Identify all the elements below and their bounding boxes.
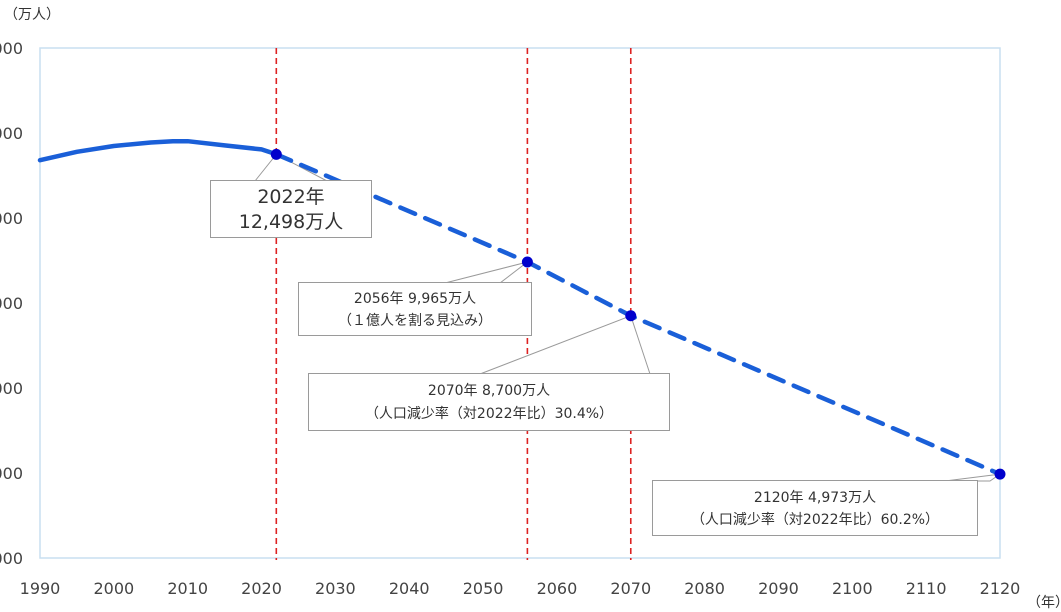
x-tick-label-2070: 2070 (610, 579, 651, 598)
x-tick-label-2050: 2050 (463, 579, 504, 598)
y-tick-label-6: 000 (0, 549, 23, 568)
leader-2056 (444, 261, 528, 284)
callout-2120-line-2: （人口減少率（対2022年比）60.2%） (690, 512, 940, 528)
data-point-2056 (521, 256, 533, 268)
callout-2070-line-1: 2070年 8,700万人 (427, 383, 551, 399)
x-tick-label-2110: 2110 (906, 579, 947, 598)
x-tick-label-2080: 2080 (684, 579, 725, 598)
data-point-2120 (994, 468, 1006, 480)
y-tick-label-4: 000 (0, 379, 23, 398)
x-tick-label-2020: 2020 (241, 579, 282, 598)
series-solid-line (37, 138, 279, 163)
x-tick-label-2120: 2120 (980, 579, 1021, 598)
series-layer (37, 138, 1003, 477)
callout-2070-line-2: （人口減少率（対2022年比）30.4%） (364, 406, 614, 422)
axes-layer (39, 47, 1001, 559)
callout-2056-line-2: （１億人を割る見込み） (338, 313, 492, 329)
tick-labels: 1990 2000 2010 2020 2030 2040 2050 2060 2070 2080… (0, 39, 1020, 598)
y-tick-label-5: 000 (0, 464, 23, 483)
callout-2070: 2070年 8,700万人 （人口減少率（対2022年比）30.4%） (308, 373, 670, 431)
data-point-2070 (625, 310, 637, 322)
plot-frame (39, 47, 1001, 559)
x-tick-label-2030: 2030 (315, 579, 356, 598)
x-tick-label-2060: 2060 (537, 579, 578, 598)
callout-2022-line-1: 2022年 (257, 186, 325, 208)
y-tick-label-1: 000 (0, 124, 23, 143)
callout-2056-line-1: 2056年 9,965万人 (353, 291, 477, 307)
callout-2120-line-1: 2120年 4,973万人 (753, 490, 877, 506)
callout-2056: 2056年 9,965万人 （１億人を割る見込み） (298, 282, 532, 336)
x-tick-label-1990: 1990 (20, 579, 61, 598)
x-axis-label: （年） (1027, 595, 1061, 611)
point-layer (270, 148, 1006, 480)
x-tick-label-2100: 2100 (832, 579, 873, 598)
callout-2022: 2022年 12,498万人 (210, 180, 372, 238)
y-tick-label-3: 000 (0, 294, 23, 313)
x-tick-label-2000: 2000 (93, 579, 134, 598)
y-axis-label: （万人） (4, 7, 60, 23)
series-dashed-line (274, 152, 1003, 477)
callout-2120: 2120年 4,973万人 （人口減少率（対2022年比）60.2%） (652, 480, 978, 536)
data-point-2022 (270, 148, 282, 160)
y-tick-label-2: 000 (0, 209, 23, 228)
x-tick-label-2010: 2010 (167, 579, 208, 598)
x-tick-label-2090: 2090 (758, 579, 799, 598)
y-tick-label-0: 000 (0, 39, 23, 58)
callout-leaders (253, 153, 1001, 482)
callout-2022-line-2: 12,498万人 (238, 211, 344, 233)
x-tick-label-2040: 2040 (389, 579, 430, 598)
